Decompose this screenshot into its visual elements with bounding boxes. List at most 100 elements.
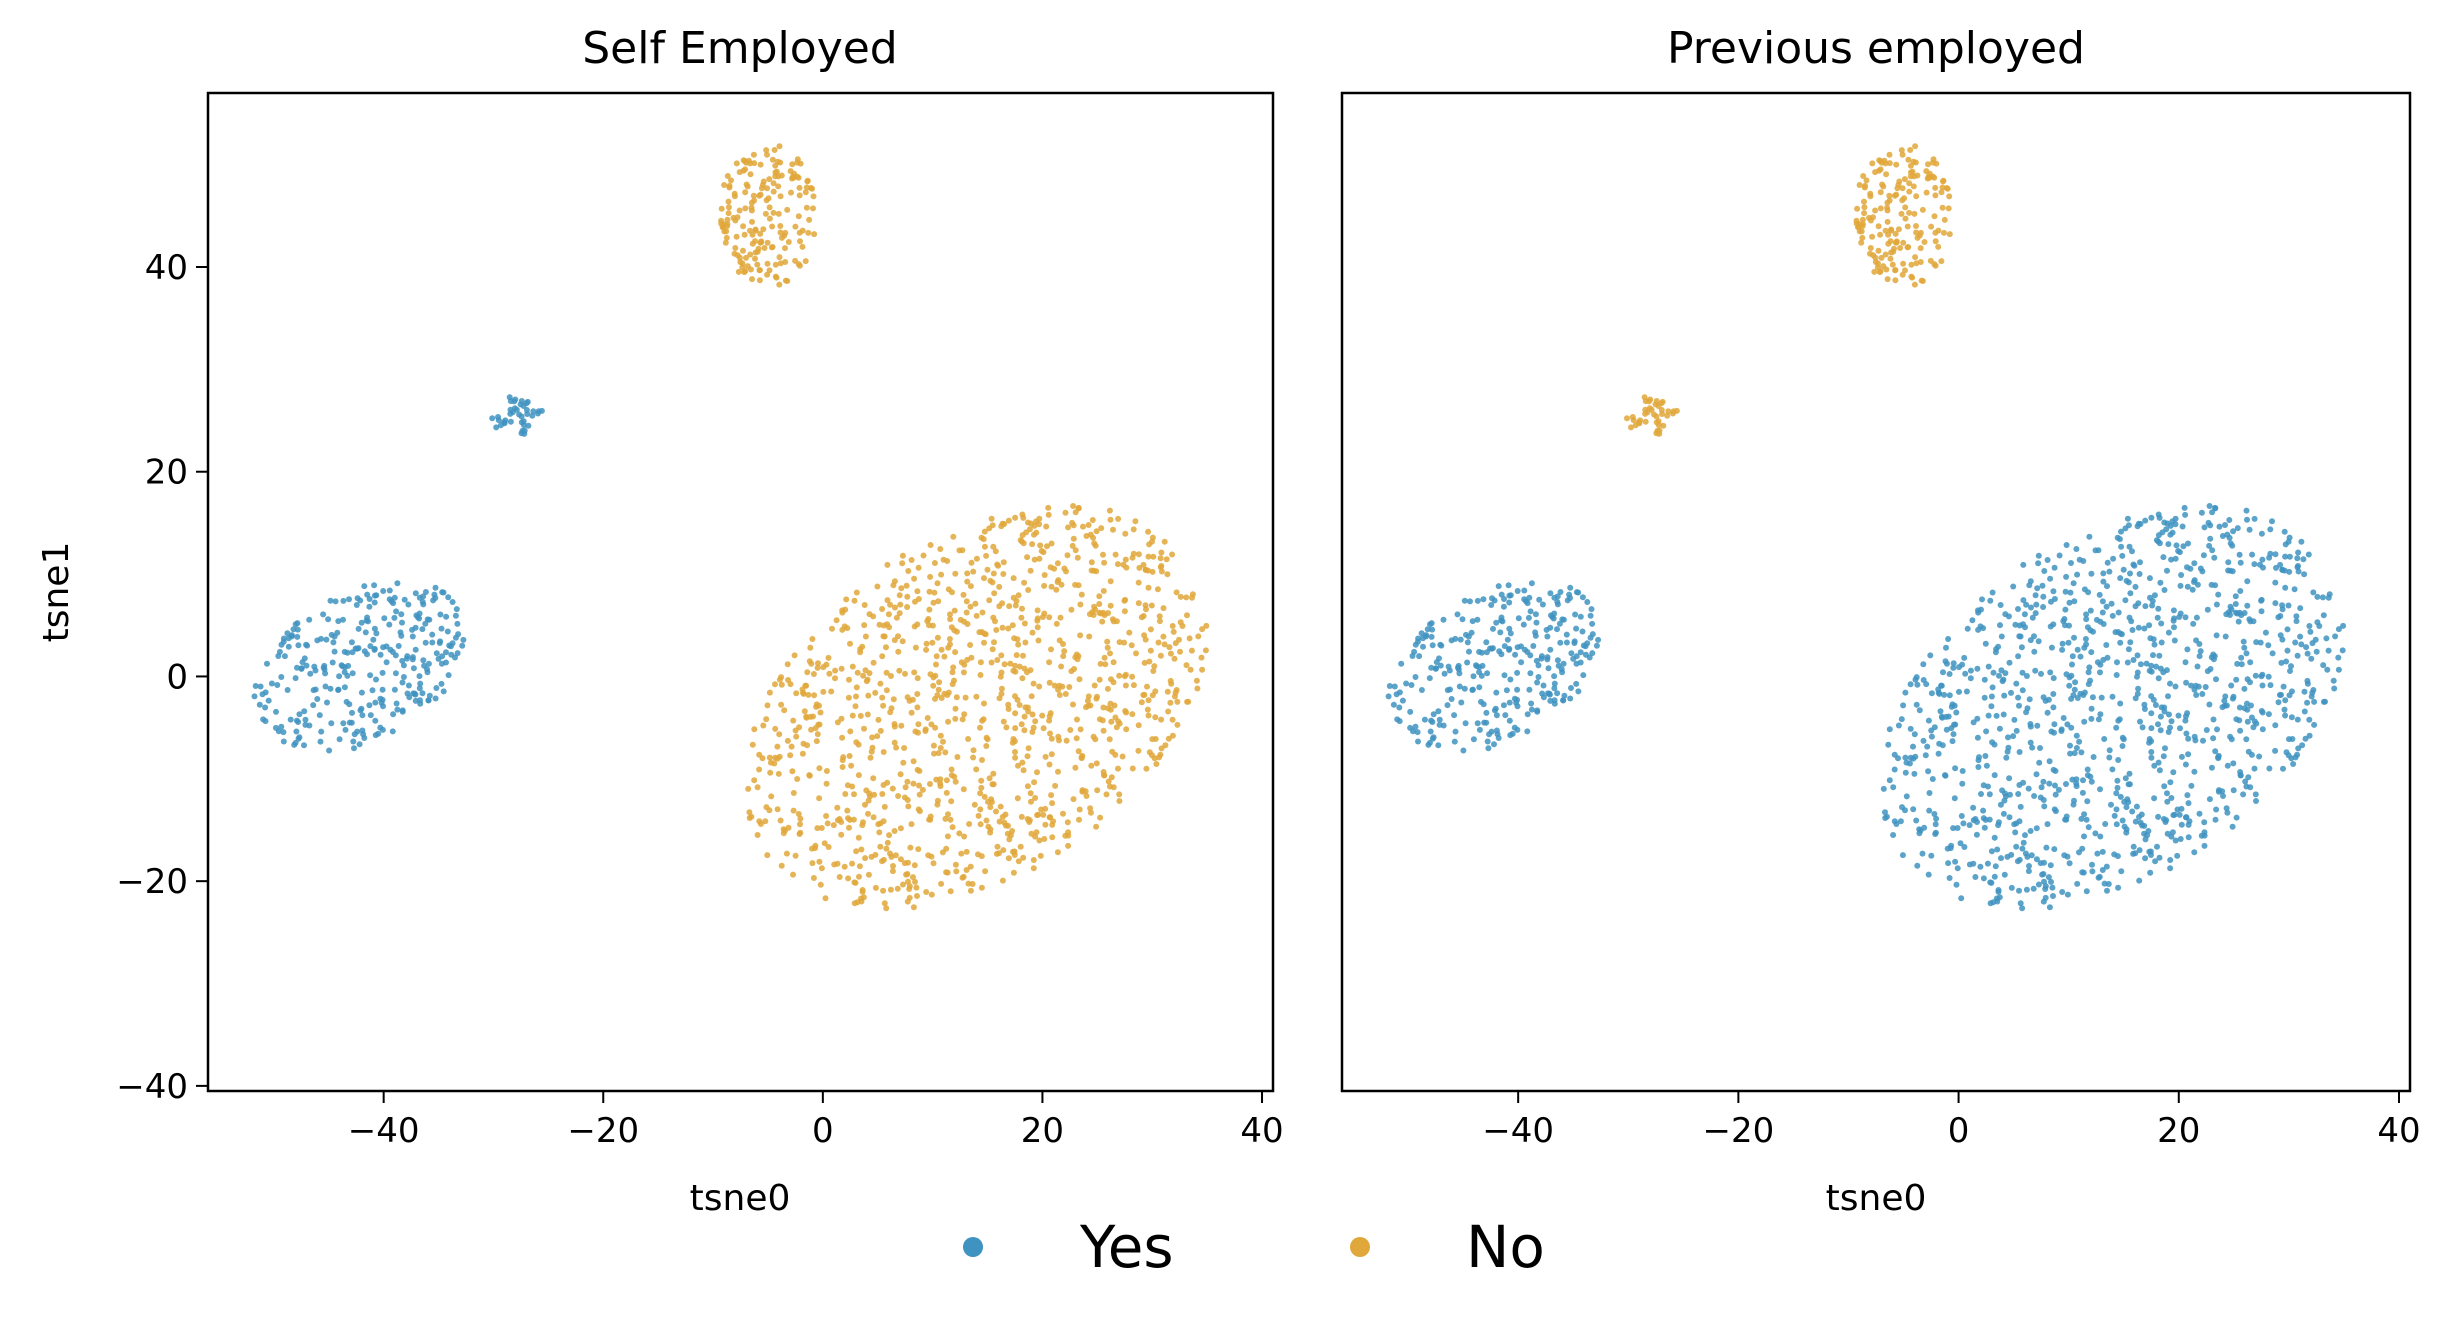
scatter-point-yes — [2314, 593, 2321, 600]
scatter-point-no — [1202, 647, 1209, 654]
scatter-point-no — [1169, 623, 1176, 629]
scatter-point-no — [1045, 504, 1052, 511]
scatter-point-no — [1919, 278, 1926, 284]
scatter-point-yes — [2039, 871, 2046, 878]
scatter-point-no — [822, 895, 829, 902]
scatter-point-no — [821, 840, 828, 847]
scatter-point-yes — [2237, 727, 2244, 734]
scatter-point-no — [956, 830, 963, 837]
scatter-point-yes — [1457, 636, 1464, 643]
scatter-point-yes — [1521, 587, 1528, 594]
scatter-point-yes — [375, 730, 382, 737]
scatter-point-no — [1654, 427, 1661, 434]
scatter-point-no — [889, 785, 896, 792]
scatter-point-no — [1103, 791, 1110, 798]
scatter-point-no — [1101, 654, 1108, 661]
scatter-point-yes — [2135, 685, 2142, 692]
scatter-point-yes — [2029, 614, 2036, 621]
scatter-point-yes — [2037, 745, 2043, 751]
scatter-point-no — [1129, 673, 1136, 680]
scatter-point-yes — [2105, 881, 2112, 887]
scatter-point-yes — [2108, 801, 2114, 808]
scatter-point-no — [1022, 639, 1029, 646]
scatter-point-no — [777, 223, 784, 229]
scatter-point-no — [903, 871, 910, 878]
scatter-point-no — [981, 630, 988, 637]
scatter-point-no — [1122, 530, 1129, 537]
scatter-point-yes — [1524, 728, 1531, 735]
scatter-point-yes — [2290, 761, 2297, 767]
scatter-point-no — [912, 598, 918, 605]
scatter-point-yes — [2167, 680, 2173, 687]
scatter-point-yes — [460, 636, 467, 643]
scatter-point-no — [981, 639, 987, 646]
scatter-point-yes — [2096, 873, 2103, 880]
scatter-point-yes — [1385, 693, 1392, 700]
scatter-point-yes — [2201, 842, 2208, 849]
scatter-point-yes — [2165, 629, 2172, 636]
scatter-point-no — [857, 712, 864, 719]
scatter-point-yes — [1454, 611, 1461, 618]
scatter-point-yes — [303, 662, 310, 669]
scatter-point-yes — [1469, 686, 1476, 693]
scatter-point-no — [1152, 714, 1159, 721]
scatter-point-no — [781, 707, 788, 714]
scatter-point-no — [784, 206, 791, 213]
scatter-point-yes — [495, 414, 501, 420]
scatter-point-yes — [399, 679, 406, 686]
scatter-point-no — [1872, 207, 1879, 214]
scatter-point-no — [1065, 842, 1072, 849]
scatter-point-yes — [2032, 592, 2039, 599]
scatter-point-no — [937, 776, 944, 783]
scatter-point-no — [913, 884, 920, 891]
scatter-point-no — [1887, 255, 1894, 262]
scatter-point-no — [1075, 748, 1082, 755]
scatter-point-yes — [2278, 659, 2285, 666]
scatter-point-yes — [2258, 608, 2265, 615]
scatter-point-no — [1070, 796, 1077, 803]
scatter-point-yes — [2253, 798, 2259, 804]
scatter-point-yes — [2115, 884, 2122, 891]
scatter-point-no — [1012, 602, 1019, 609]
scatter-point-yes — [1959, 768, 1966, 774]
scatter-point-yes — [268, 680, 275, 687]
scatter-point-no — [973, 612, 980, 619]
scatter-point-no — [804, 742, 811, 749]
scatter-point-yes — [2259, 556, 2266, 563]
scatter-point-no — [881, 803, 888, 810]
scatter-point-no — [787, 681, 794, 688]
scatter-point-yes — [1427, 621, 1433, 628]
scatter-point-no — [791, 652, 798, 659]
scatter-point-yes — [1493, 689, 1500, 696]
scatter-point-no — [811, 692, 818, 699]
scatter-point-yes — [299, 659, 306, 666]
scatter-point-no — [1911, 210, 1918, 217]
scatter-point-yes — [2062, 816, 2069, 823]
scatter-point-yes — [1950, 664, 1957, 671]
scatter-point-yes — [2183, 730, 2190, 737]
scatter-point-yes — [2130, 657, 2137, 663]
scatter-point-no — [1156, 618, 1163, 625]
scatter-point-yes — [1981, 824, 1988, 831]
scatter-point-yes — [2310, 589, 2317, 596]
scatter-point-no — [741, 231, 748, 238]
scatter-point-yes — [1551, 680, 1558, 687]
scatter-point-yes — [2019, 905, 2026, 912]
scatter-point-yes — [1521, 646, 1528, 653]
scatter-point-yes — [399, 708, 406, 715]
scatter-point-yes — [2298, 641, 2305, 648]
scatter-point-yes — [301, 742, 307, 749]
scatter-point-no — [1021, 727, 1028, 734]
scatter-point-yes — [2286, 553, 2293, 560]
scatter-point-no — [799, 750, 806, 757]
scatter-point-no — [776, 143, 783, 150]
scatter-point-no — [784, 661, 791, 668]
scatter-point-no — [1912, 254, 1919, 261]
scatter-point-yes — [1899, 804, 1905, 811]
scatter-point-no — [932, 672, 939, 679]
scatter-point-no — [914, 766, 921, 773]
scatter-point-yes — [2323, 635, 2330, 642]
scatter-point-no — [1141, 659, 1148, 666]
scatter-point-no — [826, 670, 833, 677]
scatter-point-yes — [306, 616, 313, 623]
